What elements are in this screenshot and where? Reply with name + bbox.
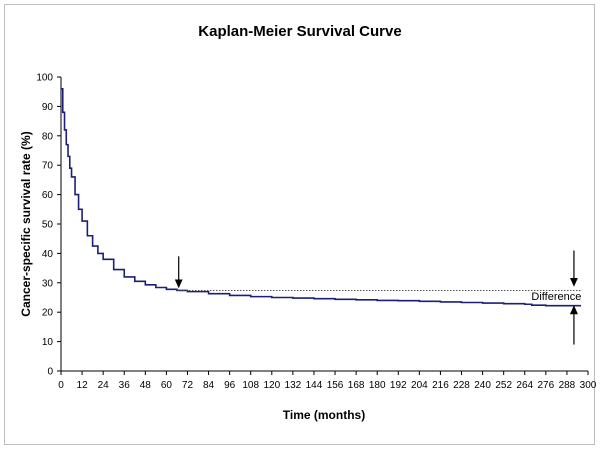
x-tick-label: 108 <box>242 380 259 391</box>
x-tick-label: 72 <box>182 380 194 391</box>
x-tick-label: 228 <box>453 380 470 391</box>
x-tick-label: 300 <box>580 380 597 391</box>
x-tick-label: 240 <box>474 380 491 391</box>
chart-title: Kaplan-Meier Survival Curve <box>198 23 401 40</box>
x-tick-label: 144 <box>306 380 323 391</box>
x-tick-label: 156 <box>327 380 344 391</box>
x-tick-label: 288 <box>559 380 576 391</box>
x-tick-label: 0 <box>58 380 64 391</box>
y-tick-label: 50 <box>42 220 54 231</box>
y-tick-label: 70 <box>42 161 54 172</box>
y-tick-label: 100 <box>36 73 53 84</box>
x-tick-label: 48 <box>140 380 152 391</box>
survival-curve <box>61 87 581 307</box>
x-axis-label: Time (months) <box>283 408 365 422</box>
x-tick-label: 192 <box>390 380 407 391</box>
y-tick-label: 10 <box>42 337 54 348</box>
x-tick-label: 36 <box>119 380 131 391</box>
y-tick-label: 40 <box>42 249 54 260</box>
x-tick-label: 216 <box>432 380 449 391</box>
y-tick-label: 80 <box>42 131 54 142</box>
difference-label: Difference <box>531 291 581 303</box>
y-tick-label: 20 <box>42 308 54 319</box>
y-tick-label: 30 <box>42 278 54 289</box>
x-tick-label: 84 <box>203 380 215 391</box>
y-tick-label: 0 <box>47 367 53 378</box>
plot-area: 0 10 20 30 40 50 60 70 80 90 100 0 12 24 36 48 60 72 84 96 1… <box>36 73 596 392</box>
x-tick-label: 252 <box>495 380 512 391</box>
x-tick-label: 264 <box>516 380 533 391</box>
x-tick-label: 168 <box>348 380 365 391</box>
x-tick-label: 120 <box>263 380 280 391</box>
x-tick-label: 132 <box>285 380 302 391</box>
x-tick-label: 180 <box>369 380 386 391</box>
x-tick-label: 204 <box>411 380 428 391</box>
y-axis-label: Cancer-specific survival rate (%) <box>19 131 33 316</box>
x-tick-label: 12 <box>77 380 89 391</box>
chart-frame <box>4 4 595 445</box>
y-tick-label: 90 <box>42 102 54 113</box>
x-tick-label: 276 <box>537 380 554 391</box>
x-tick-label: 24 <box>98 380 110 391</box>
y-tick-label: 60 <box>42 190 54 201</box>
x-tick-label: 60 <box>161 380 173 391</box>
x-tick-label: 96 <box>224 380 236 391</box>
